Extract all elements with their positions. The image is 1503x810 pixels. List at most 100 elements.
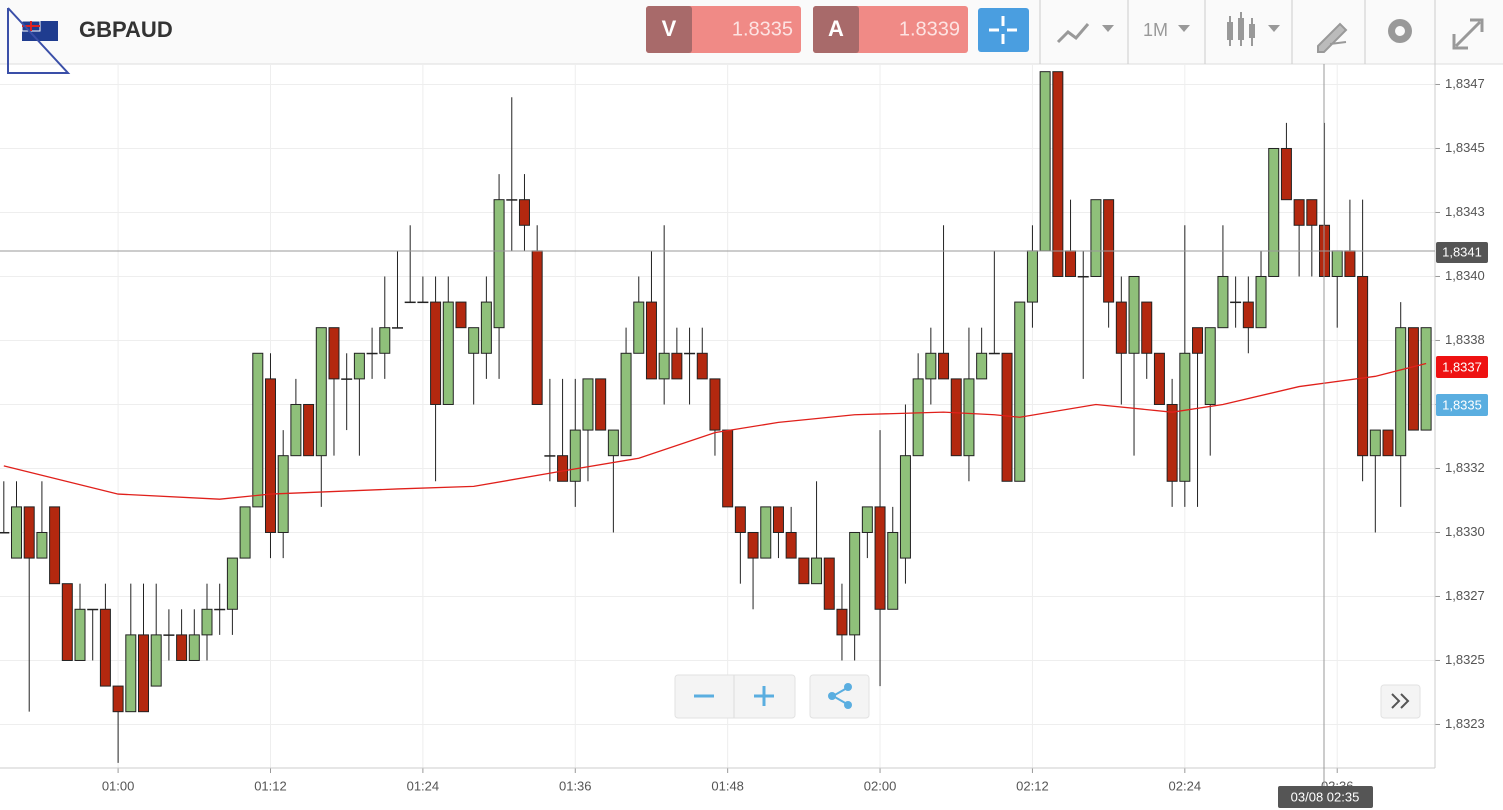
timeframe: 1M	[1143, 20, 1168, 40]
candle-body	[734, 506, 746, 533]
symbol: GBPAUD	[79, 17, 173, 42]
candle-body	[176, 634, 188, 661]
timeframe-button[interactable]: 1M	[1143, 20, 1190, 40]
candle-body	[595, 378, 607, 431]
candle-body	[328, 327, 340, 380]
candle-body	[391, 327, 403, 329]
crosshair-price-box	[1436, 242, 1488, 263]
candle-body	[1192, 327, 1204, 354]
share-button[interactable]	[809, 674, 870, 719]
candle-body	[887, 531, 899, 610]
scroll-right-button[interactable]	[1380, 684, 1421, 719]
candle-body	[912, 378, 924, 457]
candle-body	[1014, 301, 1026, 482]
settings-button[interactable]	[1388, 19, 1412, 43]
candle-body	[747, 531, 759, 559]
candle-body	[1331, 250, 1343, 277]
candle-body	[772, 506, 784, 533]
candle-body	[1077, 275, 1089, 278]
candle-body	[480, 301, 492, 354]
crosshair-time-box	[1278, 786, 1373, 808]
candle-body	[582, 378, 594, 431]
candle-body	[1306, 199, 1318, 226]
candle-body	[518, 199, 530, 226]
candle-body	[341, 378, 353, 380]
candle-body	[417, 301, 429, 304]
y-tick-label: 1,8325	[1445, 652, 1485, 667]
candle-body	[315, 327, 327, 457]
candle-body	[1268, 147, 1280, 277]
x-tick-label: 02:00	[864, 778, 897, 793]
buy-label: A	[828, 16, 844, 41]
candle-body	[1382, 429, 1394, 457]
y-tick-label: 1,8338	[1445, 332, 1485, 347]
candle-body	[468, 327, 480, 354]
ask-price-label: 1,8335	[1442, 397, 1482, 412]
candle-body	[61, 583, 73, 661]
candle-body	[1420, 327, 1432, 431]
candle-body	[620, 352, 632, 457]
chart-type-button[interactable]	[1056, 23, 1114, 44]
candle-body	[23, 506, 35, 559]
candle-body	[798, 557, 810, 585]
candle-body	[252, 352, 264, 508]
y-tick-label: 1,8330	[1445, 524, 1485, 539]
candle-body	[963, 378, 975, 457]
candle-body	[493, 199, 505, 329]
y-tick-label: 1,8332	[1445, 460, 1485, 475]
candle-body	[303, 403, 315, 457]
bid-price-box	[1436, 356, 1488, 378]
candle-body	[366, 352, 378, 355]
candle-body	[925, 352, 937, 380]
candle-body	[87, 608, 99, 611]
candle-body	[150, 634, 162, 687]
candle-body	[1280, 147, 1292, 201]
sell-label: V	[662, 16, 677, 41]
candle-body	[811, 557, 823, 585]
y-tick-label: 1,8345	[1445, 140, 1485, 155]
candle-body	[264, 378, 276, 533]
candle-body	[125, 634, 137, 713]
candle-body	[950, 378, 962, 457]
zoom-in-button[interactable]	[754, 686, 774, 706]
candle-body	[379, 327, 391, 354]
candle-body	[861, 506, 873, 533]
fullscreen-button[interactable]	[1452, 18, 1484, 50]
candle-body	[658, 352, 670, 380]
candle-body	[1026, 250, 1038, 303]
candle-body	[1369, 429, 1381, 457]
buy-price: 1.8339	[899, 18, 960, 40]
candle-body	[1001, 352, 1013, 482]
candle-body	[1179, 352, 1191, 482]
candle-body	[74, 608, 86, 661]
y-tick-label: 1,8340	[1445, 268, 1485, 283]
candle-body	[823, 557, 835, 610]
candle-body	[569, 429, 581, 482]
sell-button[interactable]: V 1.8335	[646, 6, 801, 53]
candle-body	[938, 352, 950, 380]
x-tick-label: 01:12	[254, 778, 287, 793]
draw-button[interactable]	[1317, 22, 1348, 53]
x-tick-label: 01:36	[559, 778, 592, 793]
candle-body	[1407, 327, 1419, 431]
candle-body	[1128, 275, 1140, 354]
candle-body	[836, 608, 848, 636]
candle-body	[722, 429, 734, 508]
candle-body	[785, 531, 797, 559]
x-tick-label: 01:48	[711, 778, 744, 793]
candle-body	[671, 352, 683, 380]
x-tick-label: 01:00	[102, 778, 135, 793]
candle-body	[239, 506, 251, 559]
candle-body	[11, 506, 23, 559]
candle-body	[138, 634, 149, 713]
candle-body	[988, 352, 1000, 355]
candle-body	[353, 352, 365, 380]
candle-style-button[interactable]	[1227, 12, 1280, 46]
candle-body	[1395, 327, 1407, 457]
crosshair-button[interactable]	[978, 8, 1029, 52]
candle-body	[709, 378, 721, 431]
candle-body	[849, 531, 861, 636]
candle-body	[544, 455, 556, 457]
buy-button[interactable]: A 1.8339	[813, 6, 968, 53]
